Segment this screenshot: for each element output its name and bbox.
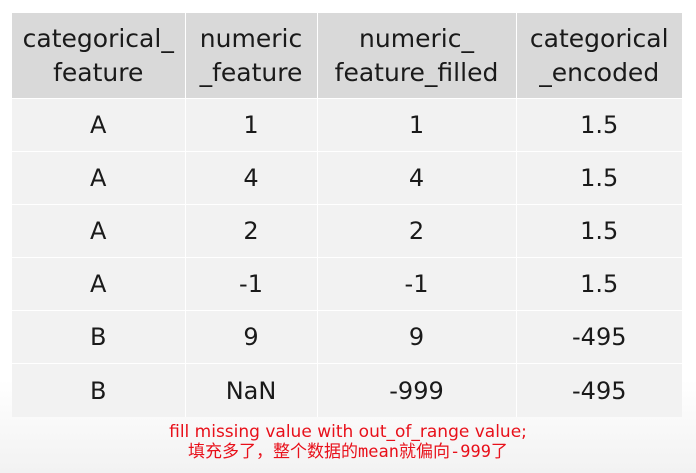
table-header: categorical_ feature numeric _feature nu…: [12, 13, 682, 99]
header-categorical-encoded: categorical _encoded: [515, 13, 682, 99]
table-cell: NaN: [184, 363, 317, 417]
header-numeric-feature: numeric _feature: [184, 13, 317, 99]
header-line: feature: [53, 57, 144, 87]
table-cell: B: [12, 310, 185, 364]
header-categorical-feature: categorical_ feature: [12, 13, 185, 99]
header-row: categorical_ feature numeric _feature nu…: [12, 13, 682, 99]
annotation-note-english: fill missing value with out_of_range val…: [169, 422, 527, 442]
data-table: categorical_ feature numeric _feature nu…: [12, 13, 682, 417]
table-row: A -1 -1 1.5: [12, 257, 682, 311]
table-cell: -1: [316, 257, 516, 311]
table-cell: 9: [316, 310, 516, 364]
header-line: feature_filled: [334, 57, 499, 87]
annotation-note-chinese: 填充多了，整个数据的mean就偏向-999了: [188, 442, 508, 462]
table-cell: 1.5: [515, 204, 682, 258]
table-row: A 4 4 1.5: [12, 151, 682, 205]
table-cell: A: [12, 151, 185, 205]
table-cell: 2: [316, 204, 516, 258]
table-cell: A: [12, 204, 185, 258]
table-cell: 2: [184, 204, 317, 258]
table-cell: A: [12, 98, 185, 152]
table-row: B 9 9 -495: [12, 310, 682, 364]
table-row: B NaN -999 -495: [12, 363, 682, 417]
header-line: numeric_: [359, 23, 474, 53]
header-line: numeric: [199, 23, 303, 53]
table-cell: 9: [184, 310, 317, 364]
table-row: A 2 2 1.5: [12, 204, 682, 258]
table-body: A 1 1 1.5 A 4 4 1.5 A 2 2 1.5 A -1 -1: [12, 98, 682, 417]
table-row: A 1 1 1.5: [12, 98, 682, 152]
header-line: categorical_: [22, 23, 174, 53]
table-cell: -495: [515, 310, 682, 364]
table-cell: 1: [184, 98, 317, 152]
header-numeric-feature-filled: numeric_ feature_filled: [316, 13, 516, 99]
table-cell: 1.5: [515, 98, 682, 152]
table-cell: -495: [515, 363, 682, 417]
table-cell: 1.5: [515, 257, 682, 311]
table-cell: 4: [316, 151, 516, 205]
table-cell: -999: [316, 363, 516, 417]
header-line: _feature: [199, 57, 303, 87]
table-cell: 4: [184, 151, 317, 205]
header-line: categorical: [529, 23, 669, 53]
data-table-container: categorical_ feature numeric _feature nu…: [12, 13, 682, 417]
table-cell: -1: [184, 257, 317, 311]
table-cell: B: [12, 363, 185, 417]
table-cell: 1.5: [515, 151, 682, 205]
header-line: _encoded: [539, 57, 660, 87]
table-cell: A: [12, 257, 185, 311]
table-cell: 1: [316, 98, 516, 152]
